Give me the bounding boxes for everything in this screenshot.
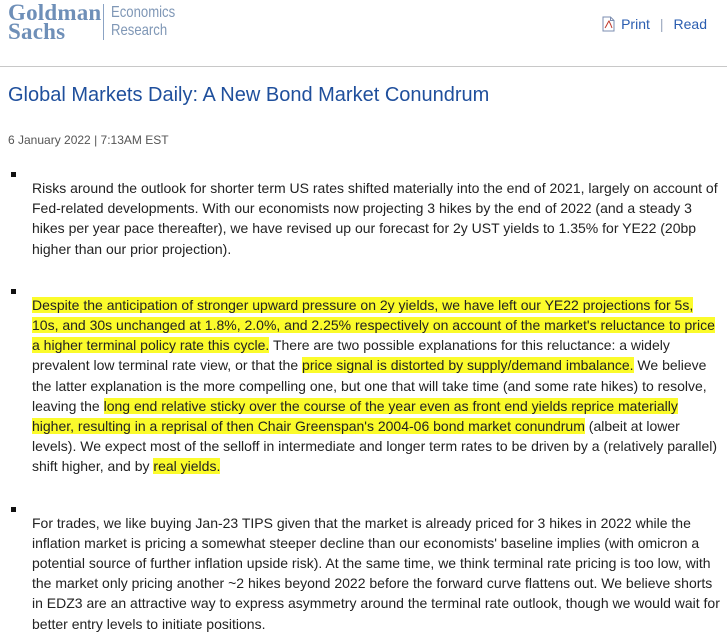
highlighted-text: price signal is distorted by supply/dema…	[302, 357, 634, 374]
bullet-item: Risks around the outlook for shorter ter…	[8, 168, 720, 259]
body-text: For trades, we like buying Jan-23 TIPS g…	[32, 514, 720, 632]
publish-date: 6 January 2022 | 7:13AM EST	[8, 133, 169, 147]
highlighted-text: Despite the anticipation of stronger upw…	[32, 296, 715, 354]
body-text: (albeit at lower levels). We expect most…	[32, 418, 718, 475]
bullet-marker	[11, 288, 16, 294]
bullet-item: Despite the anticipation of stronger upw…	[8, 285, 720, 477]
header-actions: Print | Read	[602, 16, 707, 32]
read-button[interactable]: Read	[673, 16, 707, 32]
bullet-text: Risks around the outlook for shorter ter…	[32, 168, 720, 259]
logo-divider	[103, 4, 104, 40]
print-button[interactable]: Print	[602, 16, 650, 32]
bullet-marker	[11, 506, 16, 512]
bullet-text: For trades, we like buying Jan-23 TIPS g…	[32, 503, 720, 634]
print-label: Print	[621, 16, 650, 32]
page-title: Global Markets Daily: A New Bond Market …	[8, 84, 490, 106]
print-icon	[602, 16, 615, 32]
division-label: Economics Research	[111, 4, 176, 39]
bullet-item: For trades, we like buying Jan-23 TIPS g…	[8, 503, 720, 634]
body-text: We believe the latter explanation is the…	[32, 357, 707, 414]
page-header: Goldman Sachs Economics Research Print |…	[0, 0, 727, 60]
body-text: Risks around the outlook for shorter ter…	[32, 180, 718, 257]
action-separator: |	[659, 16, 664, 32]
bullet-text: Despite the anticipation of stronger upw…	[32, 285, 720, 477]
highlighted-text: real yields.	[153, 458, 221, 475]
header-divider	[0, 66, 727, 67]
body-text: There are two possible explanations for …	[32, 337, 670, 374]
bullet-list: Risks around the outlook for shorter ter…	[8, 168, 720, 634]
goldman-sachs-logo: Goldman Sachs	[8, 0, 102, 44]
highlighted-text: long end relative sticky over the course…	[32, 397, 678, 435]
bullet-marker	[11, 172, 16, 177]
